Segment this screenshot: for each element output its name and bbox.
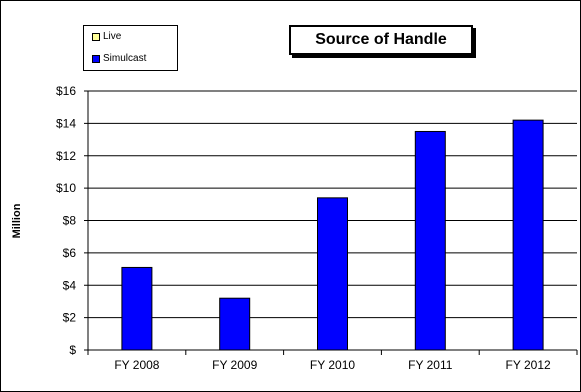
chart-title: Source of Handle [289, 25, 473, 55]
y-tick-label: $14 [56, 116, 76, 130]
x-tick-label: FY 2008 [114, 358, 159, 372]
legend-swatch-simulcast [92, 54, 100, 63]
x-tick-label: FY 2009 [212, 358, 257, 372]
y-tick-label: $10 [56, 181, 76, 195]
y-tick-label: $4 [63, 278, 77, 292]
chart-legend: Live Simulcast [83, 25, 178, 71]
legend-swatch-live [92, 32, 100, 41]
bar-simulcast [512, 119, 544, 351]
y-tick-label: $12 [56, 149, 76, 163]
bar-simulcast [414, 130, 446, 351]
bar-simulcast [317, 197, 348, 351]
bar-simulcast [121, 266, 153, 351]
y-tick-label: $16 [56, 84, 76, 98]
y-tick-label: $6 [63, 246, 77, 260]
legend-label-live: Live [103, 31, 122, 42]
x-tick-label: FY 2010 [310, 358, 355, 372]
legend-label-simulcast: Simulcast [103, 53, 147, 64]
y-tick-label: $ [69, 343, 76, 357]
legend-item-simulcast: Simulcast [92, 53, 146, 64]
x-tick-label: FY 2012 [506, 358, 551, 372]
y-axis-title: Million [11, 203, 23, 239]
y-tick-label: $8 [63, 214, 77, 228]
y-tick-label: $2 [63, 311, 77, 325]
bar-simulcast [219, 297, 251, 351]
x-tick-label: FY 2011 [408, 358, 453, 372]
legend-item-live: Live [92, 31, 121, 42]
